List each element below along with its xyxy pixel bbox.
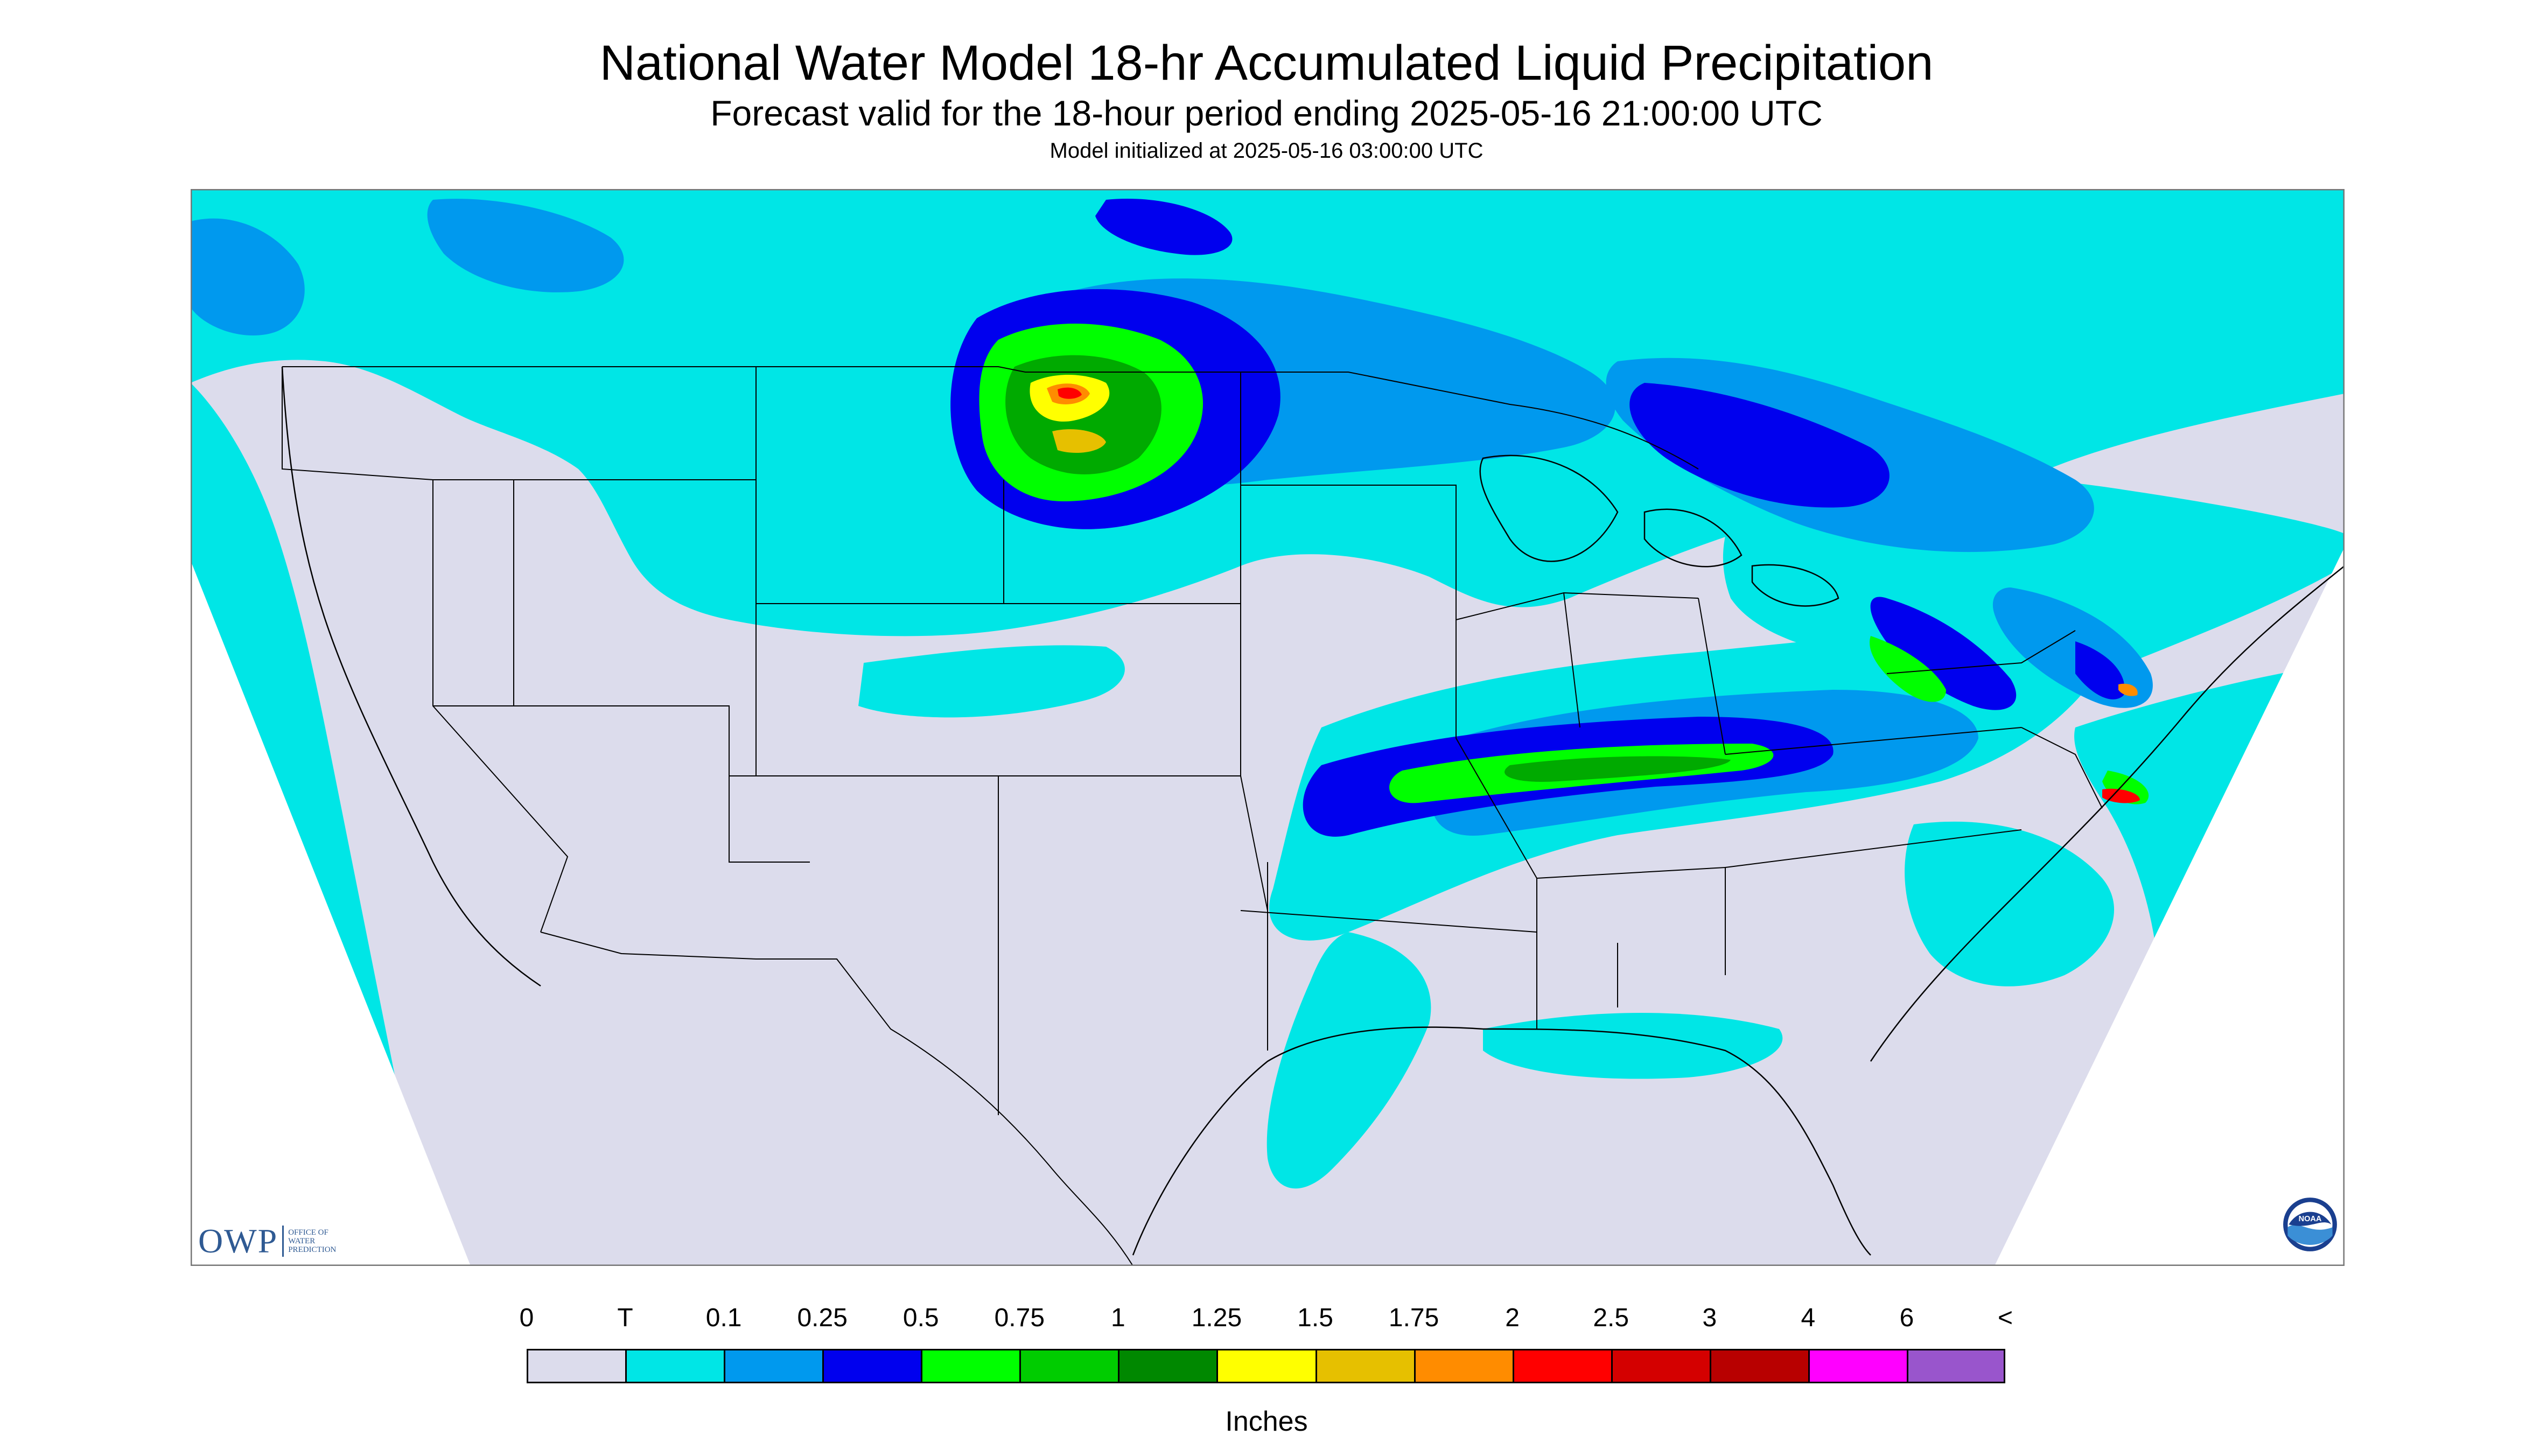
legend-swatch (1216, 1349, 1316, 1383)
legend-swatch (1019, 1349, 1118, 1383)
legend-tick-label: 0.25 (797, 1304, 848, 1332)
legend-tick-label: 3 (1702, 1304, 1717, 1332)
legend-swatch (1808, 1349, 1907, 1383)
legend-tick-label: 4 (1801, 1304, 1816, 1332)
legend-swatch (1611, 1349, 1710, 1383)
pacific-coast (281, 366, 541, 987)
legend-tick-label: 1 (1111, 1304, 1125, 1332)
noaa-logo: NOAA (2283, 1198, 2337, 1251)
precipitation-map (191, 189, 2345, 1266)
legend-tick-label: 2 (1505, 1304, 1520, 1332)
heavy-precip-cores (1030, 375, 2140, 803)
owp-logo-divider (282, 1226, 284, 1257)
legend-tick-label: 2.5 (1593, 1304, 1629, 1332)
forecast-valid-subtitle: Forecast valid for the 18-hour period en… (710, 93, 1823, 133)
legend-tick-label: 0.5 (902, 1304, 939, 1332)
coastlines (281, 366, 2345, 1256)
legend-tick-label: < (1997, 1304, 2013, 1332)
legend-tick-label: 0.75 (994, 1304, 1045, 1332)
precip-fields (191, 189, 2345, 1266)
gulf-coast (1132, 1026, 1871, 1256)
legend-tick-label: 1.25 (1191, 1304, 1242, 1332)
legend-tick-label: 1.5 (1297, 1304, 1333, 1332)
legend-swatch (822, 1349, 921, 1383)
legend-swatch (1414, 1349, 1513, 1383)
atlantic-coast (1870, 565, 2345, 1062)
legend-tick-label: 0 (519, 1304, 534, 1332)
legend-swatch (724, 1349, 823, 1383)
legend-tick-label: T (617, 1304, 633, 1332)
legend-swatch (1315, 1349, 1414, 1383)
legend-tick-label: 0.1 (705, 1304, 742, 1332)
legend-swatch (921, 1349, 1020, 1383)
map-frame (191, 189, 2345, 1266)
owp-logo: OWP OFFICE OF WATER PREDICTION (198, 1222, 336, 1260)
svg-text:NOAA: NOAA (2299, 1215, 2322, 1223)
owp-logo-subtext: OFFICE OF WATER PREDICTION (288, 1228, 337, 1254)
state-boundaries (282, 366, 2103, 1266)
legend-swatch (1118, 1349, 1217, 1383)
page-title: National Water Model 18-hr Accumulated L… (599, 36, 1934, 90)
legend-swatch (1709, 1349, 1808, 1383)
legend-tick-label: 6 (1899, 1304, 1914, 1332)
legend-swatch (527, 1349, 626, 1383)
us-mexico-border (540, 932, 1133, 1266)
model-init-line: Model initialized at 2025-05-16 03:00:00… (1049, 139, 1484, 163)
legend-tick-label: 1.75 (1388, 1304, 1439, 1332)
legend-swatch (1512, 1349, 1611, 1383)
legend-units: Inches (1225, 1406, 1308, 1437)
great-lakes (1479, 454, 1839, 607)
us-canada-border (282, 366, 1699, 470)
owp-logo-text: OWP (198, 1222, 278, 1260)
legend-swatch (625, 1349, 724, 1383)
legend-swatch (1906, 1349, 2005, 1383)
